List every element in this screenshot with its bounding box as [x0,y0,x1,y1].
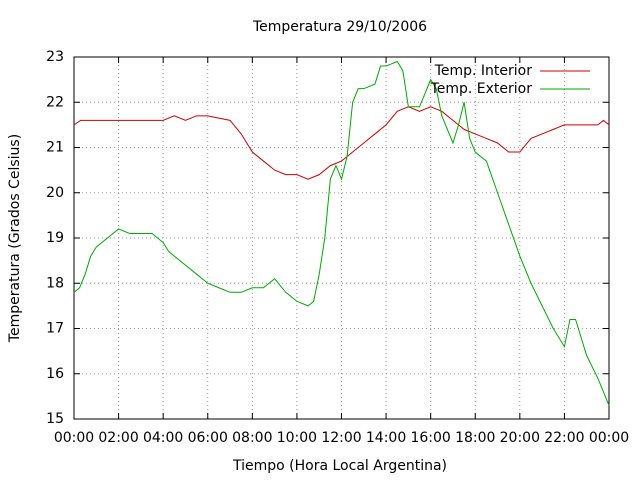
data-line [73,106,610,180]
chart-title: Temperatura 29/10/2006 [252,19,427,35]
x-tick-label: 02:00 [98,430,138,446]
legend-label: Temp. Exterior [430,81,533,97]
x-tick-label: 18:00 [455,430,495,446]
x-axis-label: Tiempo (Hora Local Argentina) [232,458,447,474]
y-tick-label: 22 [46,94,64,110]
y-tick-label: 18 [46,275,64,291]
x-tick-label: 00:00 [54,430,94,446]
x-tick-label: 20:00 [500,430,540,446]
y-tick-label: 19 [46,230,64,246]
x-tick-label: 12:00 [321,430,361,446]
x-tick-label: 14:00 [366,430,406,446]
x-tick-label: 00:00 [589,430,629,446]
x-tick-label: 04:00 [143,430,183,446]
plot-frame [73,56,610,420]
data-line [73,60,610,406]
x-tick-label: 16:00 [410,430,450,446]
x-tick-label: 22:00 [544,430,584,446]
y-tick-label: 16 [46,366,64,382]
y-axis-label: Temperatura (Grados Celsius) [7,134,23,343]
y-tick-label: 17 [46,321,64,337]
x-tick-label: 06:00 [188,430,228,446]
y-tick-label: 15 [46,411,64,427]
y-tick-label: 21 [46,140,64,156]
x-tick-label: 10:00 [277,430,317,446]
y-tick-label: 23 [46,49,64,65]
y-tick-label: 20 [46,185,64,201]
x-tick-label: 08:00 [232,430,272,446]
legend-label: Temp. Interior [434,63,533,79]
